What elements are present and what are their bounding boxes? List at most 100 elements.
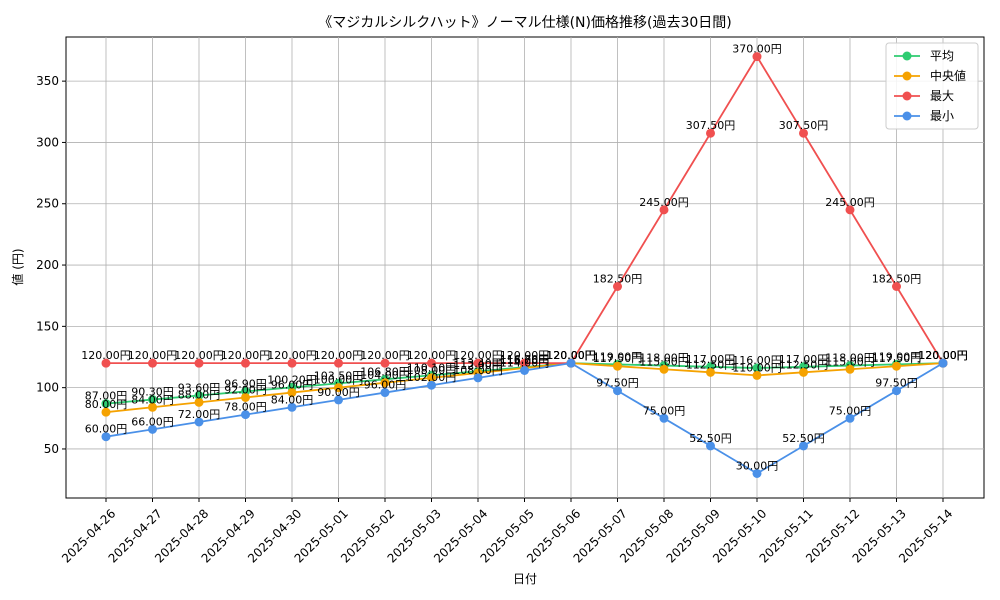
data-label: 120.00円: [546, 349, 596, 362]
data-point: [380, 388, 390, 398]
data-label: 108.00円: [453, 364, 503, 377]
data-label: 87.00円: [85, 390, 128, 403]
data-label: 110.00円: [732, 361, 782, 374]
data-label: 307.50円: [779, 119, 829, 132]
data-point: [799, 367, 808, 377]
data-label: 90.30円: [131, 386, 174, 399]
data-label: 72.00円: [178, 408, 221, 421]
data-label: 90.00円: [317, 386, 360, 399]
y-tick-label: 50: [44, 442, 59, 456]
legend-label: 平均: [930, 49, 954, 63]
data-label: 117.00円: [779, 353, 829, 366]
data-point: [706, 367, 715, 377]
data-label: 119.00円: [872, 350, 922, 363]
data-point: [427, 373, 436, 383]
data-point: [845, 413, 855, 423]
data-label: 52.50円: [782, 432, 825, 445]
data-point: [659, 205, 669, 215]
data-label: 116.00円: [500, 354, 550, 367]
data-label: 307.50円: [686, 119, 736, 132]
data-label: 84.00円: [271, 393, 314, 406]
data-label: 88.00円: [178, 388, 221, 401]
y-tick-label: 300: [36, 135, 59, 149]
data-point: [148, 402, 157, 412]
data-point: [101, 399, 111, 409]
data-label: 120.00円: [918, 349, 968, 362]
data-label: 106.80円: [360, 365, 410, 378]
data-label: 120.00円: [546, 349, 596, 362]
legend-marker: [902, 51, 912, 61]
data-label: 116.00円: [732, 354, 782, 367]
chart-title: 《マジカルシルクハット》ノーマル仕様(N)価格推移(過去30日間): [318, 15, 731, 31]
data-point: [566, 358, 576, 368]
data-label: 120.00円: [221, 349, 271, 362]
data-point: [194, 391, 204, 401]
data-point: [613, 386, 622, 396]
data-point: [706, 441, 715, 451]
data-label: 118.00円: [825, 352, 875, 365]
data-label: 120.00円: [918, 349, 968, 362]
data-label: 120.00円: [128, 349, 178, 362]
data-point: [938, 358, 948, 368]
data-point: [334, 358, 343, 368]
data-label: 96.90円: [224, 377, 267, 390]
data-label: 120.00円: [453, 349, 503, 362]
legend-label: 最小: [930, 109, 954, 123]
data-point: [194, 358, 204, 368]
data-label: 103.50円: [314, 369, 364, 382]
legend-label: 中央値: [930, 68, 966, 83]
data-label: 116.70円: [500, 353, 550, 366]
data-label: 80.00円: [85, 398, 128, 411]
data-point: [334, 395, 343, 405]
data-point: [706, 128, 715, 138]
data-point: [613, 361, 622, 371]
data-point: [241, 358, 250, 368]
data-label: 112.00円: [453, 359, 503, 372]
y-tick-label: 350: [36, 74, 59, 88]
grid: [66, 37, 984, 498]
data-label: 84.00円: [131, 393, 174, 406]
data-label: 112.50円: [779, 358, 829, 371]
data-label: 120.00円: [314, 349, 364, 362]
legend-marker: [902, 71, 912, 81]
data-point: [241, 410, 250, 420]
data-point: [845, 205, 855, 215]
legend-marker: [902, 111, 912, 121]
y-tick-label: 200: [36, 258, 59, 272]
data-point: [659, 413, 669, 423]
data-label: 245.00円: [639, 196, 689, 209]
data-label: 96.00円: [364, 379, 407, 392]
data-label: 120.00円: [546, 349, 596, 362]
data-point: [427, 380, 436, 390]
data-point: [101, 432, 111, 442]
data-label: 93.60円: [178, 382, 221, 395]
y-tick-label: 250: [36, 197, 59, 211]
data-label: 113.40円: [453, 357, 503, 370]
data-label: 120.00円: [174, 349, 224, 362]
y-axis-ticks: 50 100 150 200 250 300 350: [36, 74, 66, 456]
data-label: 117.00円: [686, 353, 736, 366]
data-label: 30.00円: [736, 459, 779, 472]
data-point: [752, 52, 762, 62]
data-label: 114.00円: [500, 356, 550, 369]
x-axis-ticks: 2025-04-262025-04-272025-04-282025-04-29…: [59, 498, 955, 566]
data-label: 52.50円: [689, 432, 732, 445]
data-point: [613, 282, 622, 292]
data-point: [148, 358, 157, 368]
data-label: 120.00円: [500, 349, 550, 362]
data-label: 182.50円: [593, 273, 643, 286]
data-point: [241, 392, 250, 402]
data-label: 119.00円: [593, 350, 643, 363]
plot-area: [65, 36, 985, 499]
data-point: [752, 363, 762, 373]
data-point: [101, 358, 111, 368]
data-label: 117.50円: [593, 352, 643, 365]
data-point: [520, 365, 529, 375]
series-layer: [101, 52, 948, 478]
data-label: 120.00円: [407, 349, 457, 362]
data-point: [287, 402, 297, 412]
data-label: 100.20円: [267, 373, 317, 386]
